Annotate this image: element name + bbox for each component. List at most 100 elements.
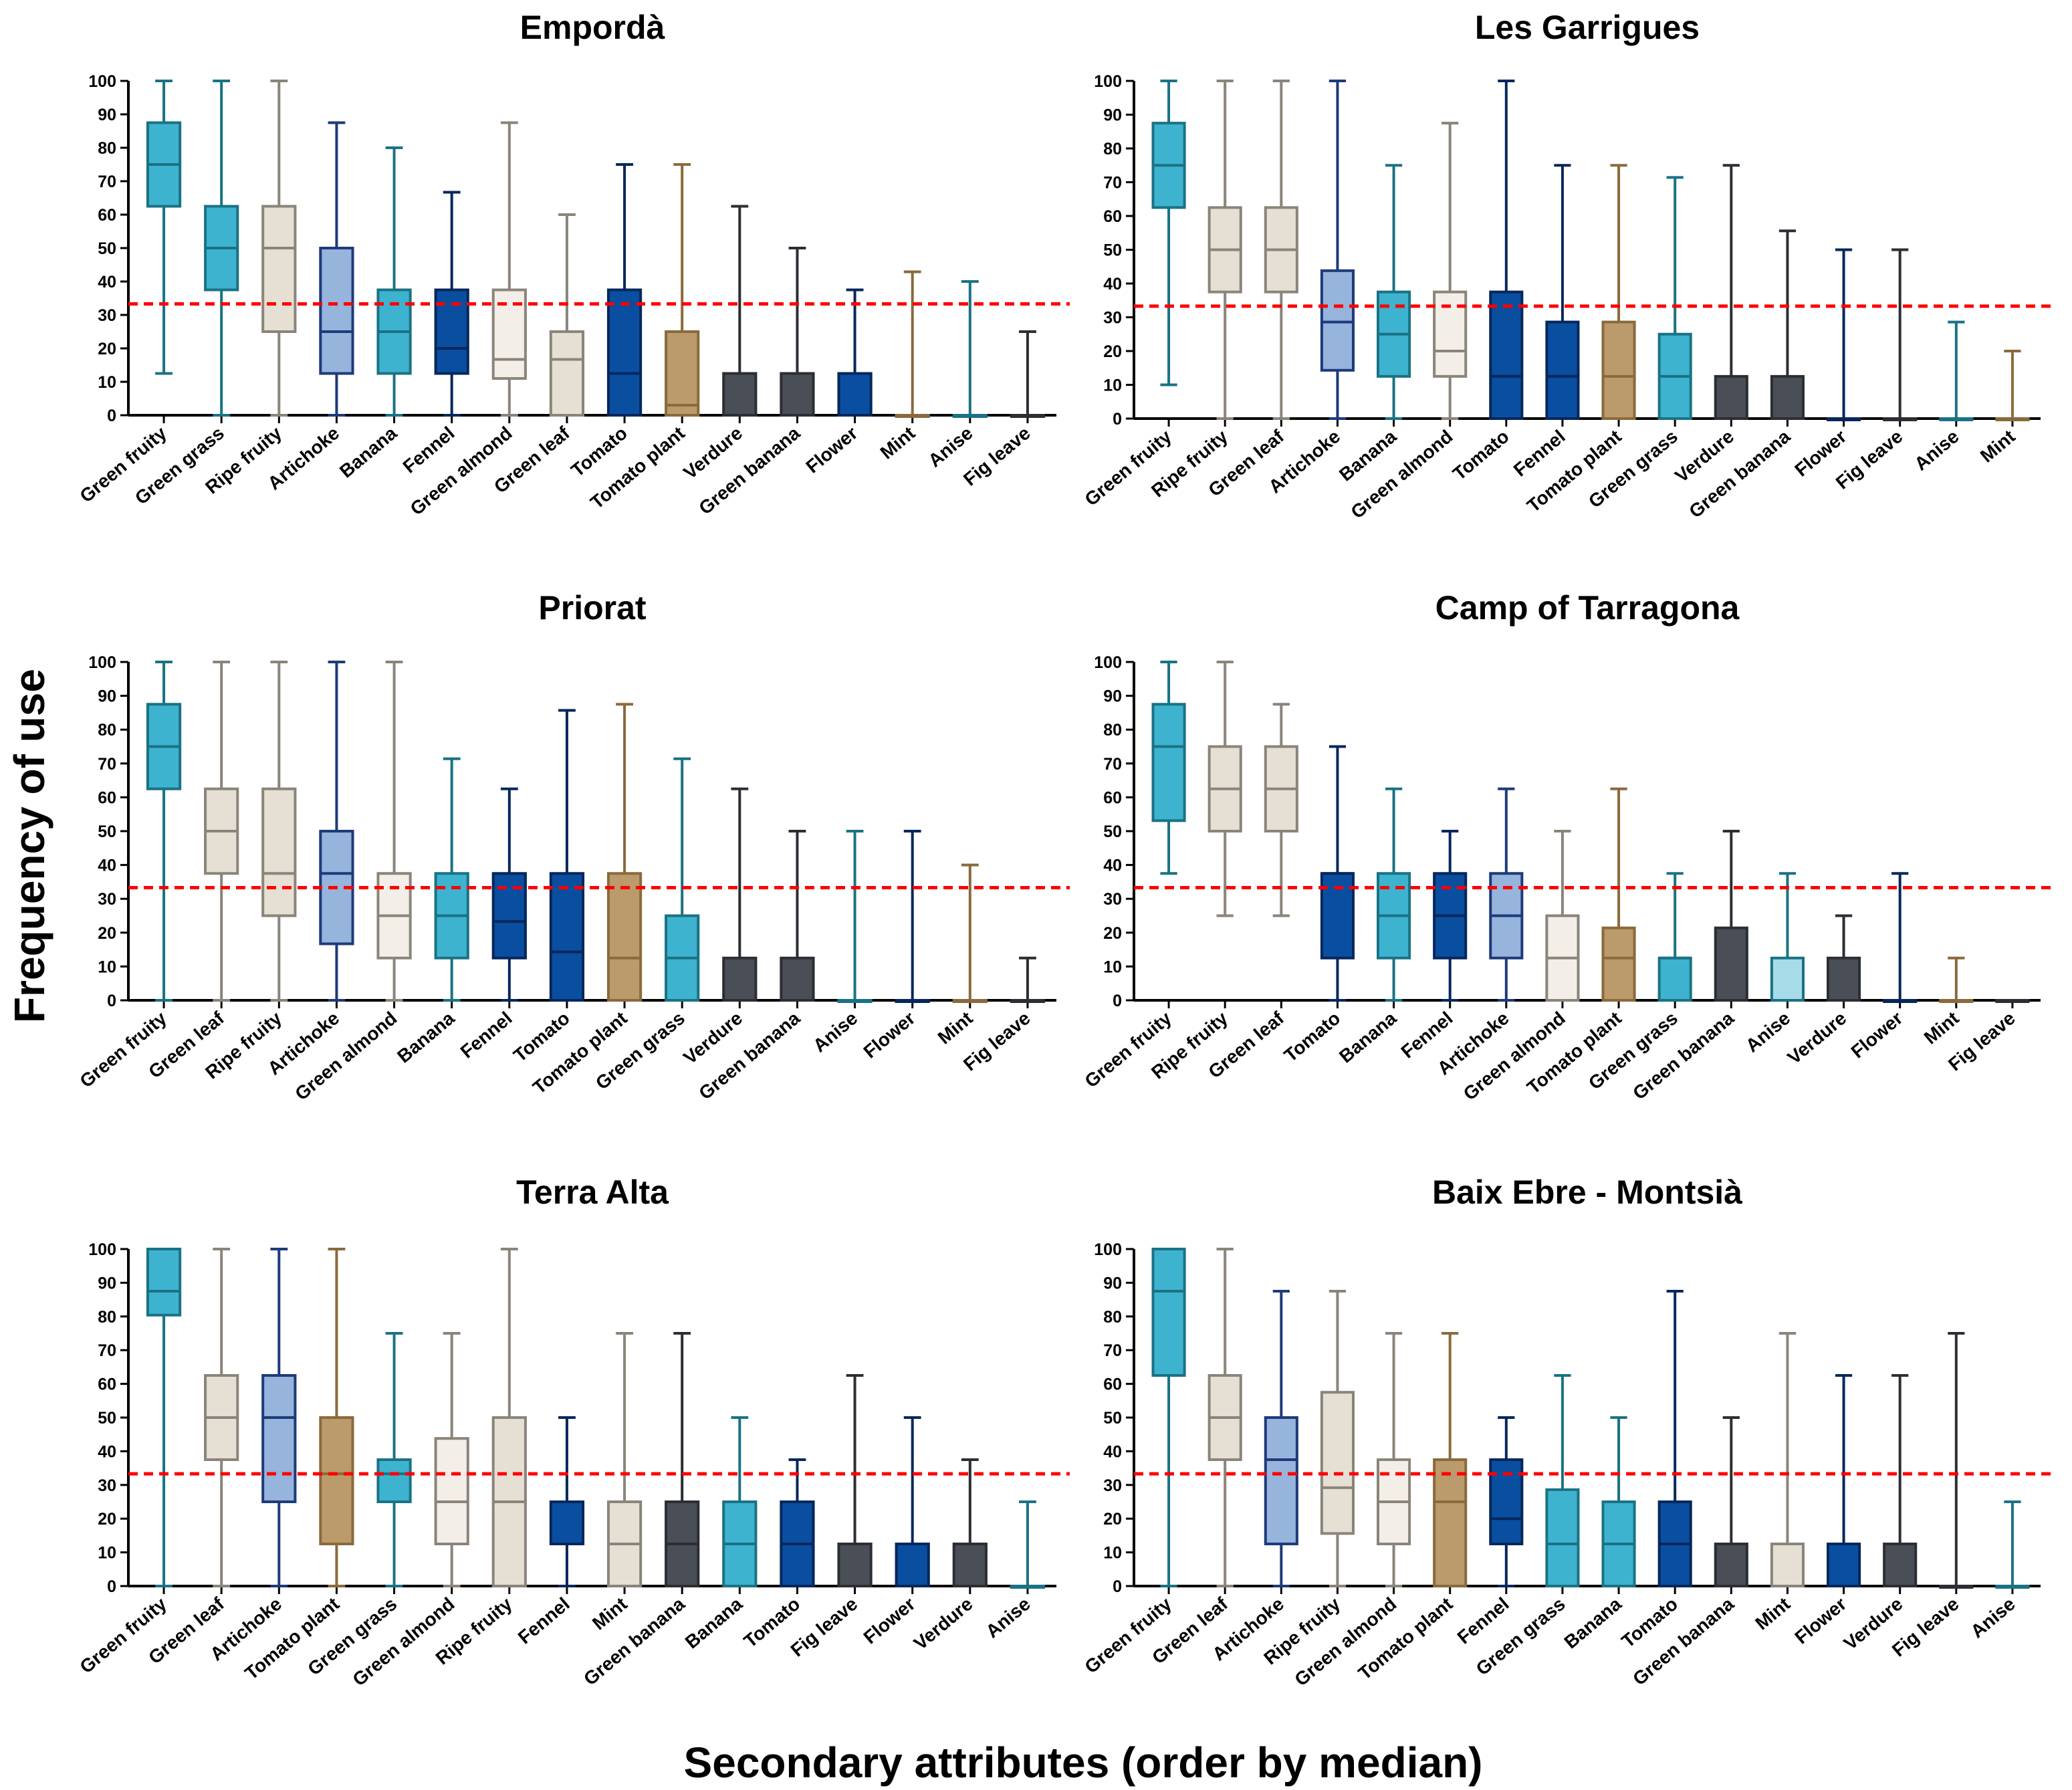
- x-category-label: Green almond: [1290, 1593, 1400, 1690]
- y-tick-label: 10: [98, 1544, 116, 1563]
- box-anise: Anise: [1742, 872, 1805, 1056]
- iqr-box: [434, 1437, 469, 1546]
- iqr-box: [1545, 320, 1580, 420]
- box-fig-leave: Fig leave: [1944, 999, 2030, 1075]
- x-category-label: Tomato plant: [1355, 1593, 1457, 1684]
- iqr-box: [1264, 1416, 1298, 1545]
- y-tick-label: 0: [107, 992, 116, 1010]
- y-tick-label: 0: [1113, 410, 1122, 429]
- box-fig-leave: Fig leave: [959, 956, 1046, 1075]
- y-tick-label: 10: [1103, 958, 1122, 976]
- y-tick-label: 70: [98, 1341, 116, 1360]
- y-tick-label: 20: [98, 340, 116, 358]
- iqr-box: [146, 1248, 182, 1317]
- y-tick-label: 10: [1103, 376, 1122, 395]
- iqr-box: [1714, 926, 1748, 1002]
- y-tick-label: 10: [98, 373, 116, 392]
- iqr-box: [1770, 956, 1805, 1002]
- box-anise: Anise: [809, 830, 873, 1056]
- box-tomato: Tomato: [567, 163, 643, 481]
- y-tick-label: 100: [1094, 653, 1122, 672]
- x-category-label: Tomato: [1449, 426, 1513, 484]
- y-tick-label: 50: [1103, 241, 1122, 260]
- y-tick-label: 90: [1103, 1274, 1122, 1293]
- x-category-label: Green banana: [580, 1593, 689, 1690]
- x-category-label: Banana: [393, 1008, 459, 1067]
- y-tick-label: 70: [98, 173, 116, 191]
- x-category-label: Mint: [588, 1593, 631, 1634]
- iqr-box: [1657, 956, 1692, 1002]
- y-tick-label: 70: [98, 755, 116, 774]
- y-tick-label: 90: [98, 1274, 116, 1293]
- y-tick-label: 30: [98, 306, 116, 325]
- iqr-box: [549, 872, 585, 1002]
- x-category-label: Green banana: [695, 423, 804, 519]
- y-tick-label: 80: [98, 139, 116, 158]
- y-tick-label: 30: [1103, 309, 1122, 328]
- box-verdure: Verdure: [1671, 164, 1748, 487]
- iqr-box: [780, 372, 815, 417]
- y-tick-label: 50: [98, 1409, 116, 1428]
- iqr-box: [665, 330, 700, 417]
- iqr-box: [1489, 290, 1524, 420]
- x-category-label: Flower: [802, 423, 861, 477]
- y-tick-label: 60: [1103, 1375, 1122, 1394]
- box-mint: Mint: [588, 1332, 643, 1634]
- iqr-box: [722, 372, 758, 417]
- iqr-box: [1151, 703, 1186, 822]
- y-tick-label: 100: [88, 1240, 116, 1259]
- iqr-box: [261, 205, 297, 333]
- x-category-label: Anise: [924, 423, 976, 471]
- box-anise: Anise: [924, 280, 988, 471]
- iqr-box: [1151, 1248, 1186, 1377]
- box-mint: Mint: [1920, 956, 1974, 1048]
- box-mint: Mint: [1976, 350, 2030, 467]
- x-axis-label: Secondary attributes (order by median): [684, 1739, 1483, 1787]
- panel-3: Camp of Tarragona 0 10 20 30 40 50 60 70 80 90 100 G…: [1080, 589, 2054, 1105]
- x-category-label: Banana: [1561, 1593, 1626, 1653]
- y-tick-label: 70: [1103, 1341, 1122, 1360]
- y-tick-label: 60: [98, 788, 116, 807]
- iqr-box: [1827, 1543, 1861, 1587]
- iqr-box: [606, 872, 643, 1002]
- y-tick-label: 90: [1103, 687, 1122, 706]
- iqr-box: [1601, 926, 1636, 1002]
- y-tick-label: 100: [88, 653, 116, 672]
- y-tick-label: 60: [1103, 207, 1122, 226]
- iqr-box: [722, 956, 758, 1002]
- x-category-label: Green almond: [348, 1593, 458, 1690]
- y-tick-label: 70: [1103, 174, 1122, 193]
- x-category-label: Green almond: [1460, 1008, 1569, 1105]
- y-tick-label: 20: [1103, 924, 1122, 943]
- box-anise: Anise: [1910, 320, 1974, 475]
- iqr-box: [1883, 1543, 1918, 1587]
- panel-title: Priorat: [538, 589, 647, 627]
- y-tick-label: 70: [1103, 755, 1122, 774]
- panel-title: Camp of Tarragona: [1435, 589, 1740, 627]
- x-category-label: Green banana: [1629, 1008, 1738, 1104]
- y-tick-label: 80: [98, 721, 116, 740]
- y-tick-label: 40: [98, 273, 116, 292]
- iqr-box: [837, 1543, 873, 1587]
- iqr-box: [549, 330, 585, 417]
- x-category-label: Verdure: [910, 1593, 977, 1654]
- x-category-label: Banana: [681, 1593, 747, 1653]
- y-tick-label: 60: [98, 206, 116, 225]
- y-tick-label: 90: [1103, 106, 1122, 125]
- box-green-grass: Green grass: [1472, 1374, 1580, 1680]
- x-category-label: Green banana: [695, 1008, 804, 1104]
- y-tick-label: 30: [1103, 890, 1122, 909]
- box-tomato: Tomato: [1449, 80, 1524, 484]
- x-category-label: Tomato plant: [1523, 426, 1625, 516]
- iqr-box: [1827, 956, 1861, 1002]
- y-tick-label: 50: [98, 822, 116, 841]
- x-category-label: Fennel: [514, 1593, 574, 1648]
- x-category-label: Fennel: [457, 1008, 516, 1062]
- panel-title: Terra Alta: [516, 1173, 669, 1211]
- y-tick-label: 0: [1113, 992, 1122, 1010]
- y-tick-label: 30: [1103, 1476, 1122, 1495]
- panel-1: Les Garrigues 0 10 20 30 40 50 60 70 80 90 100 Green…: [1080, 9, 2054, 523]
